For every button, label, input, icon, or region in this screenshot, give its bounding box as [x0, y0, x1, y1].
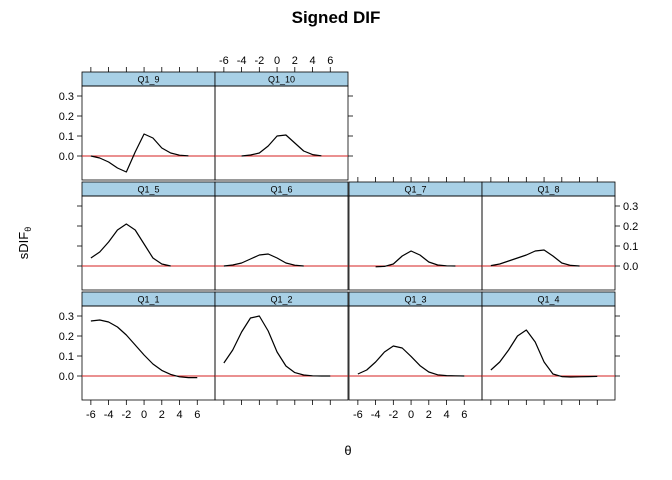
x-tick-label: 4: [176, 409, 182, 421]
x-tick-label: -6: [353, 409, 363, 421]
panel-strip-label: Q1_9: [137, 75, 159, 85]
y-tick-label: 0.3: [59, 91, 74, 103]
y-tick-label: 0.1: [59, 131, 74, 143]
panel-strip-label: Q1_4: [537, 295, 559, 305]
y-tick-label: 0.2: [59, 111, 74, 123]
x-axis-label: θ: [344, 443, 351, 458]
y-tick-label: 0.0: [59, 371, 74, 383]
panel-frame: [214, 195, 349, 291]
panel-strip-label: Q1_8: [537, 185, 559, 195]
panel-q1-4: Q1_4: [481, 291, 616, 401]
x-tick-label: 0: [274, 55, 280, 67]
panel-frame: [481, 305, 616, 401]
x-tick-label: -4: [237, 55, 247, 67]
sdif-curve: [90, 133, 189, 173]
panel-frame: [81, 85, 216, 181]
sdif-curve: [375, 250, 456, 268]
x-tick-label: 4: [309, 55, 315, 67]
y-axis-label-subscript: θ: [23, 227, 33, 232]
panel-q1-8: Q1_8: [481, 181, 616, 291]
panel-q1-3: Q1_3: [348, 291, 483, 401]
y-tick-label: 0.0: [623, 261, 638, 273]
panel-strip-label: Q1_7: [404, 185, 426, 195]
x-tick-label: 2: [159, 409, 165, 421]
x-tick-label: 6: [327, 55, 333, 67]
panel-frame: [214, 85, 349, 181]
sdif-curve: [490, 329, 598, 378]
panel-strip-label: Q1_6: [270, 185, 292, 195]
panel-frame: [214, 305, 349, 401]
sdif-curve: [90, 319, 198, 379]
y-tick-label: 0.3: [623, 201, 638, 213]
y-tick-label: 0.1: [623, 241, 638, 253]
panel-q1-6: Q1_6: [214, 181, 349, 291]
panel-q1-2: Q1_2: [214, 291, 349, 401]
panel-frame: [348, 195, 483, 291]
y-tick-label: 0.0: [59, 151, 74, 163]
sdif-curve: [90, 223, 171, 267]
x-tick-label: -6: [86, 409, 96, 421]
panel-q1-5: Q1_5: [81, 181, 216, 291]
y-tick-label: 0.3: [59, 311, 74, 323]
x-tick-label: -4: [104, 409, 114, 421]
y-tick-label: 0.2: [59, 331, 74, 343]
panel-strip-label: Q1_1: [137, 295, 159, 305]
y-axis-label-group: sDIFθ: [16, 227, 33, 259]
x-tick-label: 0: [141, 409, 147, 421]
x-tick-label: 2: [426, 409, 432, 421]
x-tick-label: 2: [292, 55, 298, 67]
panel-q1-9: Q1_9: [81, 71, 216, 181]
panel-q1-10: Q1_10: [214, 71, 349, 181]
panel-q1-1: Q1_1: [81, 291, 216, 401]
panel-strip-label: Q1_3: [404, 295, 426, 305]
x-tick-label: -2: [388, 409, 398, 421]
panel-frame: [81, 195, 216, 291]
x-tick-label: -4: [371, 409, 381, 421]
x-tick-label: -2: [254, 55, 264, 67]
sdif-curve: [223, 253, 304, 267]
y-tick-label: 0.2: [623, 221, 638, 233]
x-tick-label: -2: [121, 409, 131, 421]
sdif-curve: [223, 315, 331, 377]
panel-frame: [348, 305, 483, 401]
sdif-curve: [241, 134, 322, 157]
sdif-curve: [490, 249, 580, 267]
sdif-curve: [357, 345, 465, 377]
x-tick-label: 6: [194, 409, 200, 421]
panel-strip-label: Q1_5: [137, 185, 159, 195]
panels: Q1_1 Q1_2 Q1_3 Q1_4 Q1_5 Q1_6 Q1_7 Q1_8 Q1_9 Q1_1…: [59, 55, 639, 421]
panel-strip-label: Q1_2: [270, 295, 292, 305]
y-axis-label: sDIFθ: [16, 227, 33, 259]
x-tick-label: 4: [443, 409, 449, 421]
x-tick-label: 6: [461, 409, 467, 421]
panel-q1-7: Q1_7: [348, 181, 483, 291]
panel-strip-label: Q1_10: [268, 75, 295, 85]
panel-frame: [481, 195, 616, 291]
x-tick-label: -6: [219, 55, 229, 67]
y-tick-label: 0.1: [59, 351, 74, 363]
y-axis-label-main: sDIF: [16, 232, 31, 260]
x-tick-label: 0: [408, 409, 414, 421]
chart-title: Signed DIF: [292, 8, 381, 27]
